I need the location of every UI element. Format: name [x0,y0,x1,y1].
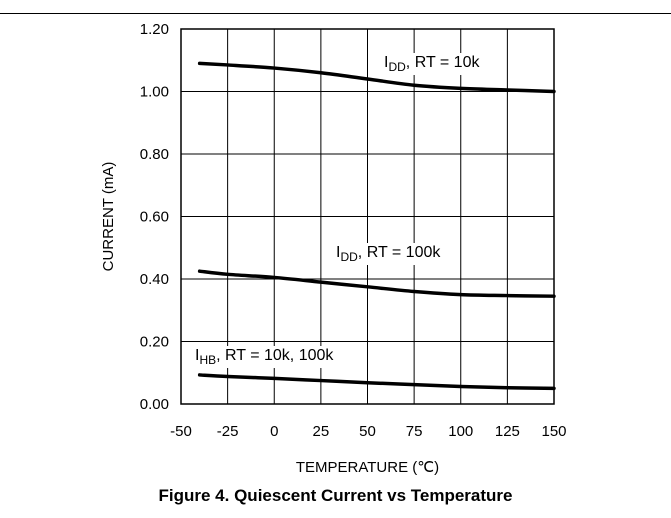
series-label-subscript: DD [388,60,406,74]
x-tick-label: 25 [313,423,330,440]
x-tick-label: 50 [359,423,376,440]
y-tick-label: 0.20 [140,334,169,351]
x-tick-label: 100 [448,423,473,440]
series-label-main: I [336,244,340,261]
x-tick-label: 0 [270,423,278,440]
x-tick-label: -25 [217,423,239,440]
ihb-line [197,373,556,391]
series-label-main: I [384,54,388,71]
y-axis-title: CURRENT (mA) [100,162,117,272]
y-tick-label: 1.00 [140,84,169,101]
idd-rt-10k-label: IDD, RT = 10k [384,54,480,74]
series-label-background [382,53,483,75]
series-label-rest: , RT = 10k [406,54,481,71]
top-rule [0,13,671,14]
series-label-rest: , RT = 10k, 100k [216,347,334,364]
x-tick-label: -50 [170,423,192,440]
y-tick-label: 0.40 [140,271,169,288]
y-tick-label: 0.80 [140,146,169,163]
series-label-subscript: HB [199,353,216,367]
series-label-main: I [195,347,199,364]
series-label-rest: , RT = 100k [358,244,442,261]
x-tick-label: 150 [541,423,566,440]
series-label-background [334,243,444,265]
series-layer [197,61,556,391]
y-tick-labels: 0.00 0.20 0.40 0.60 0.80 1.00 1.20 [140,21,169,413]
series-label-background [193,346,337,368]
figure-caption: Figure 4. Quiescent Current vs Temperatu… [158,486,513,505]
y-tick-label: 0.00 [140,396,169,413]
ihb-label: IHB, RT = 10k, 100k [195,347,334,367]
idd-rt-100k-label: IDD, RT = 100k [336,244,441,264]
plot-border [180,28,555,405]
idd-rt-10k-line [197,61,556,94]
series-label-subscript: DD [340,250,358,264]
x-tick-label: 75 [406,423,423,440]
x-axis-title: TEMPERATURE (℃) [296,459,439,476]
x-tick-labels: -50 -25 0 25 50 75 100 125 150 [170,423,566,440]
y-tick-label: 1.20 [140,21,169,38]
x-tick-label: 125 [495,423,520,440]
idd-rt-100k-line [197,269,556,298]
y-tick-label: 0.60 [140,209,169,226]
